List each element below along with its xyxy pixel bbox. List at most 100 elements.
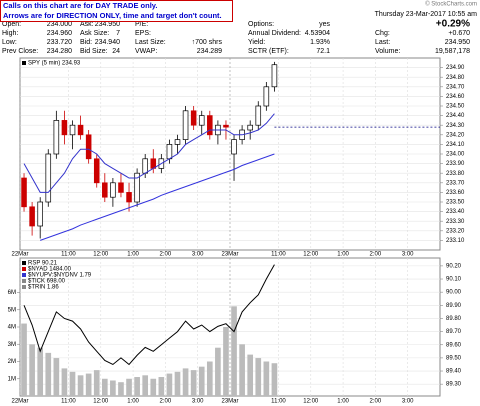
candle-body [166, 144, 173, 160]
quote-label: Chg: [375, 30, 390, 37]
candle-body [85, 134, 92, 160]
quote-value: 19,587,178 [435, 48, 470, 55]
y-tick-label: 90.00 [446, 290, 462, 296]
y-tick-label: 233.20 [446, 228, 465, 234]
candle-body [69, 124, 76, 136]
candle-body [93, 158, 100, 184]
volume-bar [182, 368, 189, 396]
candle-body [118, 182, 124, 193]
quote-value: 7 [116, 30, 120, 37]
volume-bar [142, 375, 149, 396]
x-tick-label: 12:00 [93, 399, 109, 405]
y-tick-label: 89.60 [446, 342, 462, 348]
volume-bar [158, 377, 165, 396]
y2-tick-label: 4M [8, 325, 16, 331]
y-tick-label: 234.80 [446, 75, 465, 81]
quote-label: High: [2, 30, 18, 37]
y2-tick-label: 3M [8, 342, 16, 348]
candle-body [255, 105, 262, 126]
credit: © StockCharts.com [425, 1, 477, 8]
y-tick-label: 89.70 [446, 329, 462, 335]
legend-label: SPY (5 min) 234.93 [28, 61, 81, 67]
volume-bar [166, 373, 173, 396]
quote-value: 24 [112, 48, 120, 55]
legend-swatch [22, 267, 26, 271]
legend-swatch [22, 279, 26, 283]
y-tick-label: 89.90 [446, 303, 462, 309]
y2-tick-label: 6M [8, 290, 16, 296]
x-tick-label: 11:00 [61, 252, 76, 258]
quote-value: +0.670 [448, 30, 470, 37]
series-line [23, 264, 275, 366]
quote-value: yes [319, 21, 330, 28]
y-tick-label: 89.50 [446, 355, 462, 361]
candle-body [21, 177, 27, 208]
x-tick-label: 11:00 [271, 252, 286, 258]
x-tick-label: 2:00 [370, 252, 382, 258]
volume-bar [77, 375, 84, 396]
y-tick-label: 233.60 [446, 190, 465, 196]
volume-bar [61, 368, 68, 396]
candle-body [110, 182, 116, 198]
quote-value: ↑700 shrs [192, 39, 223, 46]
volume-bar [37, 347, 44, 396]
x-tick-label: 12:00 [303, 252, 319, 258]
x-tick-label: 22Mar [11, 399, 28, 405]
candle-body [190, 110, 197, 126]
y-tick-label: 233.40 [446, 209, 465, 215]
x-tick-label: 2:00 [160, 252, 172, 258]
x-tick-label: 11:00 [61, 399, 76, 405]
volume-bar [118, 382, 124, 396]
volume-bar [190, 370, 197, 396]
volume-bar [45, 352, 52, 396]
legend-swatch [22, 273, 26, 277]
quote-value: 234.289 [197, 48, 222, 55]
x-tick-label: 1:00 [127, 252, 139, 258]
candle-body [29, 206, 35, 227]
quote-label: Open: [2, 21, 21, 28]
y-tick-label: 89.80 [446, 316, 462, 322]
x-tick-label: 3:00 [402, 399, 414, 405]
quote-table: Open: 234.000 High: 234.960 Low: 233.720 Prev … [2, 19, 470, 55]
y-tick-label: 233.80 [446, 171, 465, 177]
date: Thursday 23-Mar-2017 10:55 am [375, 11, 477, 18]
y-tick-label: 90.10 [446, 277, 462, 283]
y-tick-label: 233.50 [446, 200, 465, 206]
y-tick-label: 233.10 [446, 238, 465, 244]
quote-value: 4.53904 [305, 30, 330, 37]
volume-bar [247, 354, 254, 396]
y-tick-label: 234.40 [446, 113, 465, 119]
volume-bar [93, 370, 100, 396]
legend-swatch [22, 61, 26, 65]
quote-value: 1.93% [310, 39, 330, 46]
candle-body [53, 120, 60, 155]
y-tick-label: 233.70 [446, 180, 465, 186]
quote-label: P/E: [135, 21, 148, 28]
quote-label: Ask Size: [80, 30, 109, 37]
plots: 233.10 233.20 233.30 233.40 233.50 233.60 233.… [8, 57, 465, 405]
x-tick-label: 11:00 [271, 399, 286, 405]
x-tick-label: 1:00 [127, 399, 139, 405]
y-tick-label: 233.30 [446, 219, 465, 225]
quote-value: 233.720 [47, 39, 72, 46]
volume-bar [134, 377, 140, 396]
candle-body [198, 115, 205, 126]
note-box [0, 0, 233, 22]
volume-bar [206, 361, 213, 396]
quote-value: 234.280 [47, 48, 72, 55]
quote-label: Ask: [80, 21, 94, 28]
series-line [40, 153, 275, 241]
x-tick-label: 3:00 [192, 252, 204, 258]
quote-label: Yield: [248, 39, 265, 46]
candle-body [271, 64, 278, 88]
y-tick-label: 234.00 [446, 152, 465, 158]
y-tick-label: 234.50 [446, 104, 465, 110]
candle-body [223, 124, 229, 128]
volume-bar [85, 373, 92, 396]
candle-body [142, 158, 148, 174]
quote-label: SCTR (ETF): [248, 48, 289, 55]
legend-label: $TRIN 1.86 [28, 285, 59, 291]
y-tick-label: 89.30 [446, 382, 462, 388]
quote-label: Volume: [375, 48, 400, 55]
